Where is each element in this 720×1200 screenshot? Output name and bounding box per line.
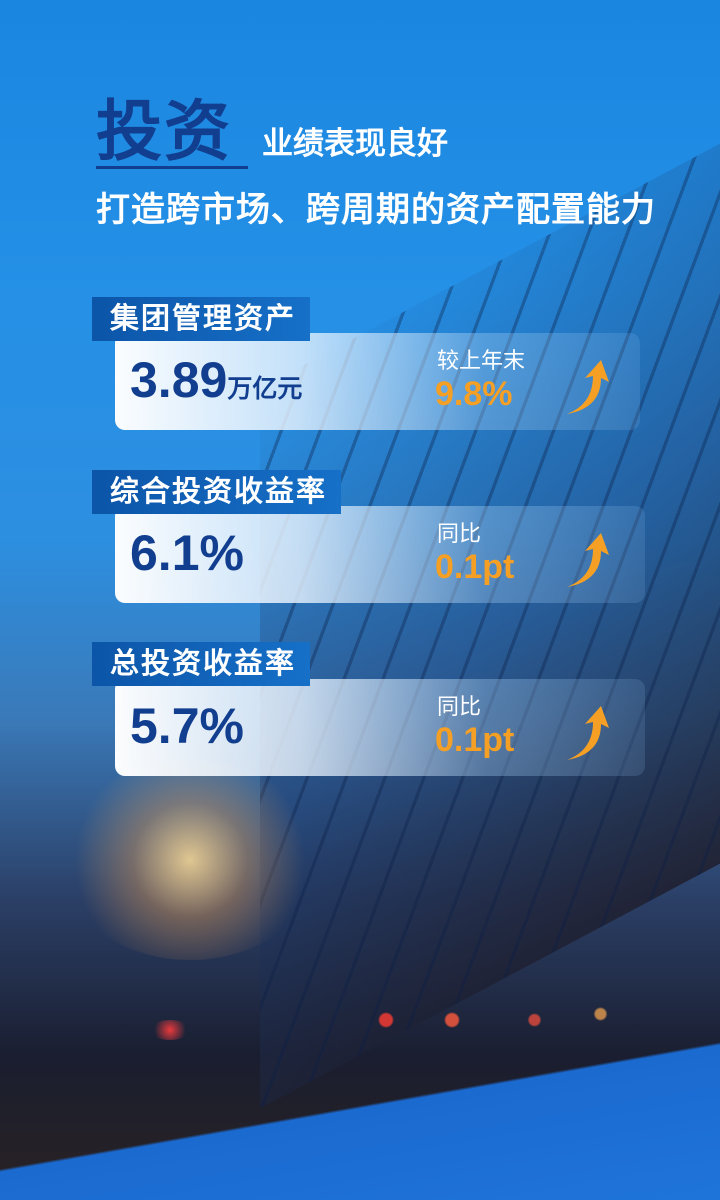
bottom-band	[0, 1040, 720, 1200]
metric-value: 5.7%	[130, 698, 244, 754]
compare-label: 较上年末	[437, 348, 526, 373]
compare-value: 9.8%	[435, 375, 513, 413]
background-building	[260, 111, 720, 1109]
arrow-up-icon	[567, 706, 609, 760]
title-underline	[96, 166, 248, 169]
metric-label-tab: 综合投资收益率	[92, 470, 342, 514]
metric-card-total-return: 5.7% 同比 0.1pt	[115, 679, 645, 776]
compare-value: 0.1pt	[435, 721, 515, 759]
background-sunlight	[60, 760, 320, 960]
metric-value: 6.1%	[130, 525, 244, 581]
title-suffix: 业绩表现良好	[262, 126, 448, 161]
metric-unit: 万亿元	[227, 375, 303, 403]
page-title: 投资	[96, 94, 232, 168]
metric-label-tab: 集团管理资产	[92, 297, 311, 341]
subtitle: 打造跨市场、跨周期的资产配置能力	[96, 191, 656, 229]
compare-value: 0.1pt	[435, 548, 515, 586]
arrow-up-icon	[567, 533, 609, 587]
metric-value: 3.89万亿元	[130, 352, 303, 408]
compare-label: 同比	[437, 521, 482, 546]
metric-card-comprehensive-return: 6.1% 同比 0.1pt	[115, 506, 645, 603]
metric-label-tab: 总投资收益率	[92, 642, 311, 686]
compare-label: 同比	[437, 694, 482, 719]
arrow-up-icon	[567, 360, 609, 414]
metric-card-assets: 3.89万亿元 较上年末 9.8%	[115, 333, 640, 430]
background-car-light	[150, 1020, 190, 1040]
